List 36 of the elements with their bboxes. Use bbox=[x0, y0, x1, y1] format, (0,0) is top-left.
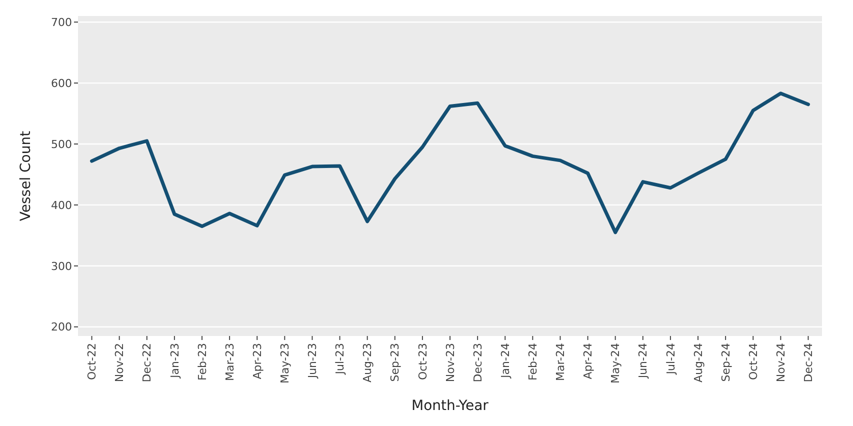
y-tick-label: 400 bbox=[51, 198, 72, 212]
x-tick-label: Apr-23 bbox=[250, 343, 264, 380]
x-tick-label: Jun-24 bbox=[636, 343, 650, 380]
x-tick-label: Feb-24 bbox=[526, 343, 540, 380]
x-tick-label: Apr-24 bbox=[582, 343, 595, 380]
x-tick-label: Sep-24 bbox=[719, 343, 732, 382]
x-tick-label: Jul-23 bbox=[334, 343, 347, 376]
x-tick-label: Aug-23 bbox=[361, 343, 374, 382]
x-tick-label: Nov-22 bbox=[113, 343, 126, 382]
x-tick-label: Sep-23 bbox=[388, 343, 402, 382]
y-tick-label: 500 bbox=[51, 138, 72, 151]
x-tick-label: May-23 bbox=[278, 343, 292, 384]
x-tick-label: Dec-24 bbox=[802, 343, 816, 382]
x-tick-label: Jun-23 bbox=[306, 343, 320, 380]
x-tick-label: Mar-23 bbox=[223, 343, 236, 382]
x-tick-label: Dec-23 bbox=[471, 343, 484, 382]
x-axis-title: Month-Year bbox=[412, 398, 489, 414]
y-tick-label: 300 bbox=[51, 260, 72, 273]
y-tick-label: 200 bbox=[51, 320, 72, 334]
x-tick-label: Oct-22 bbox=[86, 343, 99, 380]
y-tick-label: 600 bbox=[51, 76, 72, 90]
x-tick-label: Nov-24 bbox=[774, 343, 788, 382]
x-tick-label: Jan-23 bbox=[168, 343, 182, 379]
y-tick-label: 700 bbox=[51, 16, 72, 29]
x-tick-label: Aug-24 bbox=[692, 343, 705, 382]
x-tick-label: Nov-23 bbox=[444, 343, 457, 382]
x-tick-label: Feb-23 bbox=[196, 343, 209, 380]
x-tick-label: Oct-23 bbox=[416, 343, 430, 380]
x-tick-label: May-24 bbox=[609, 343, 622, 384]
x-tick-label: Jul-24 bbox=[664, 343, 678, 376]
x-tick-label: Mar-24 bbox=[554, 343, 568, 382]
y-axis-title: Vessel Count bbox=[18, 130, 34, 222]
x-tick-label: Jan-24 bbox=[498, 343, 512, 379]
x-tick-label: Oct-24 bbox=[746, 343, 760, 380]
x-tick-label: Dec-22 bbox=[140, 343, 154, 382]
line-series bbox=[90, 92, 810, 234]
